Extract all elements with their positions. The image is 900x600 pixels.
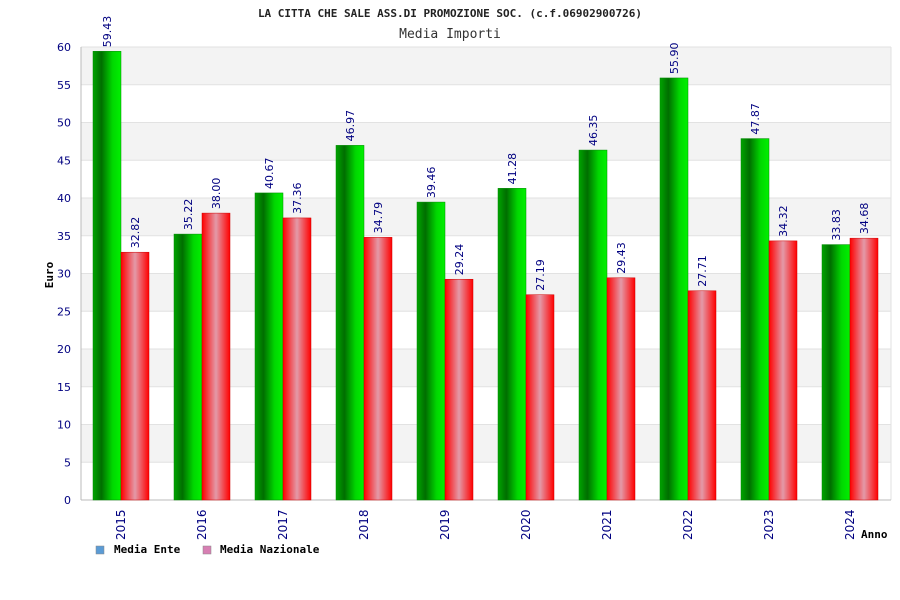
- x-tick-label: 2024: [843, 509, 857, 540]
- x-tick-label: 2021: [600, 509, 614, 540]
- chart-title: LA CITTA CHE SALE ASS.DI PROMOZIONE SOC.…: [258, 7, 642, 20]
- bar-value-label: 59.43: [101, 16, 114, 48]
- y-tick-label: 35: [57, 230, 71, 243]
- y-tick-label: 25: [57, 305, 71, 318]
- x-axis-ticks: 2015 2016 2017 2018 2019 2020 2021 2022 2023 2024: [114, 509, 857, 540]
- x-tick-label: 2015: [114, 509, 128, 540]
- y-tick-label: 30: [57, 268, 71, 281]
- bar-media-nazionale: [849, 237, 879, 501]
- y-tick-label: 10: [57, 419, 71, 432]
- y-axis-ticks: 0 5 10 15 20 25 30 35 40 45 50 55 60: [57, 41, 71, 507]
- y-tick-label: 0: [64, 494, 71, 507]
- bar-value-label: 33.83: [830, 209, 843, 241]
- x-tick-label: 2016: [195, 509, 209, 540]
- y-tick-label: 20: [57, 343, 71, 356]
- bar-media-ente: [740, 138, 770, 501]
- bar-media-nazionale: [687, 290, 717, 501]
- y-tick-label: 60: [57, 41, 71, 54]
- bar-media-nazionale: [768, 240, 798, 501]
- bar-value-label: 41.28: [506, 153, 519, 185]
- bar-media-ente: [254, 192, 284, 501]
- y-tick-label: 45: [57, 154, 71, 167]
- bar-media-ente: [416, 201, 446, 501]
- bar-value-label: 29.24: [453, 244, 466, 276]
- x-tick-label: 2018: [357, 509, 371, 540]
- bar-media-ente: [335, 145, 365, 501]
- bar-value-label: 34.32: [777, 205, 790, 237]
- bar-value-label: 27.71: [696, 255, 709, 287]
- bar-media-ente: [497, 188, 527, 501]
- x-tick-label: 2020: [519, 509, 533, 540]
- bar-series: [92, 51, 879, 501]
- y-tick-label: 40: [57, 192, 71, 205]
- bar-media-nazionale: [363, 237, 393, 501]
- grid-band: [81, 160, 891, 198]
- bar-media-nazionale: [282, 217, 312, 501]
- legend: Media Ente Media Nazionale: [95, 543, 320, 556]
- bar-value-label: 46.35: [587, 115, 600, 147]
- bar-value-label: 34.68: [858, 203, 871, 235]
- x-tick-label: 2022: [681, 509, 695, 540]
- bar-media-ente: [659, 77, 689, 501]
- bar-value-label: 35.22: [182, 199, 195, 231]
- y-tick-label: 55: [57, 79, 71, 92]
- x-tick-label: 2019: [438, 509, 452, 540]
- x-tick-label: 2017: [276, 509, 290, 540]
- value-labels: 59.43 32.82 35.22 38.00 40.67 37.36 46.97 34.79…: [101, 16, 871, 291]
- bar-value-label: 40.67: [263, 157, 276, 189]
- bar-media-nazionale: [525, 294, 555, 501]
- bar-media-nazionale: [606, 277, 636, 501]
- y-tick-label: 50: [57, 117, 71, 130]
- bar-value-label: 47.87: [749, 103, 762, 135]
- bar-media-ente: [92, 51, 122, 501]
- chart-subtitle: Media Importi: [399, 27, 501, 42]
- legend-label-media-nazionale: Media Nazionale: [220, 543, 320, 556]
- bar-media-ente: [578, 149, 608, 501]
- grid-band: [81, 84, 891, 123]
- bar-media-ente: [821, 244, 851, 501]
- bar-value-label: 32.82: [129, 217, 142, 249]
- y-tick-label: 15: [57, 381, 71, 394]
- bar-media-ente: [173, 233, 203, 501]
- y-axis-label: Euro: [43, 261, 56, 288]
- grid-band: [81, 122, 891, 161]
- bar-value-label: 55.90: [668, 42, 681, 74]
- grid-band: [81, 47, 891, 85]
- x-axis-label: Anno: [861, 528, 888, 541]
- bar-media-nazionale: [444, 278, 474, 501]
- bar-value-label: 29.43: [615, 242, 628, 274]
- bar-value-label: 27.19: [534, 259, 547, 291]
- bar-value-label: 34.79: [372, 202, 385, 234]
- legend-label-media-ente: Media Ente: [114, 543, 181, 556]
- legend-swatch-media-ente: [95, 545, 105, 555]
- bar-media-nazionale: [201, 212, 231, 501]
- bar-value-label: 39.46: [425, 167, 438, 199]
- x-tick-label: 2023: [762, 509, 776, 540]
- bar-value-label: 37.36: [291, 182, 304, 214]
- legend-swatch-media-nazionale: [202, 545, 212, 555]
- bar-value-label: 46.97: [344, 110, 357, 142]
- bar-value-label: 38.00: [210, 178, 223, 210]
- bar-media-nazionale: [120, 251, 150, 501]
- y-tick-label: 5: [64, 456, 71, 469]
